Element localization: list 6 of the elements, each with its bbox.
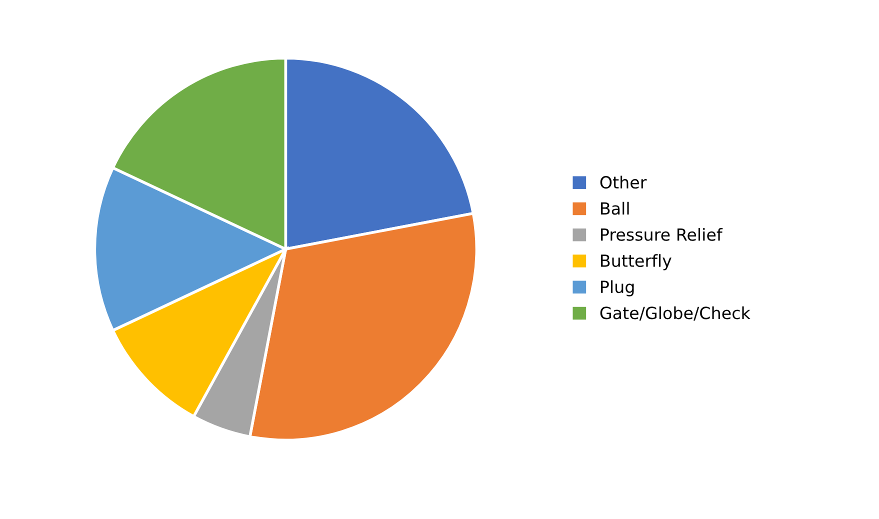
legend-label: Plug	[601, 280, 634, 296]
legend-label: Pressure Relief	[601, 228, 723, 241]
legend-label: Gate/Globe/Check	[600, 306, 750, 321]
legend-label: Other	[600, 176, 647, 189]
legend-label: Butterfly	[601, 254, 672, 270]
legend-label: Ball	[601, 202, 629, 215]
